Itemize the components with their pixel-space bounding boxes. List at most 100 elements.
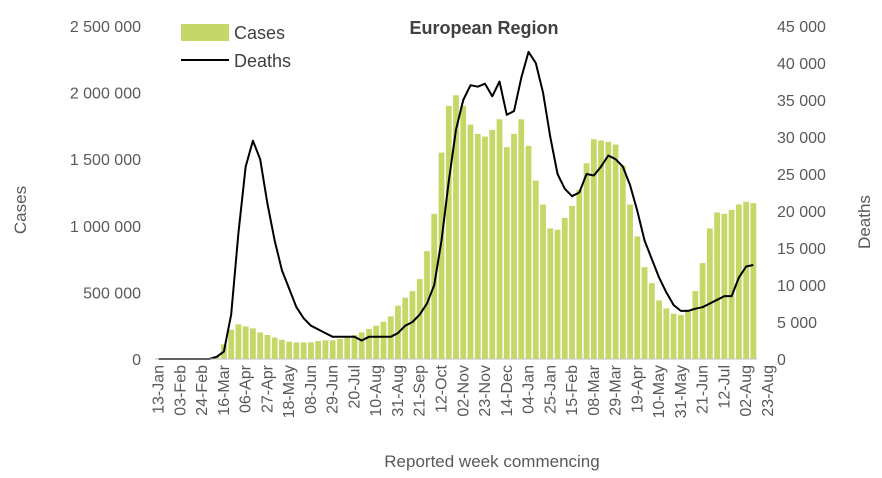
right-tick-label: 0 <box>777 352 786 369</box>
cases-bar <box>250 328 256 359</box>
cases-bar <box>619 165 626 359</box>
right-tick-label: 45 000 <box>777 19 826 36</box>
cases-bar <box>322 340 329 359</box>
cases-bar <box>721 213 728 359</box>
cases-bar <box>714 212 721 359</box>
cases-bar <box>467 124 474 359</box>
cases-bar <box>677 315 684 359</box>
cases-bar <box>583 163 590 359</box>
cases-bar <box>329 340 336 359</box>
x-tick-label: 03-Feb <box>172 365 189 416</box>
cases-bar <box>554 229 561 359</box>
y-axis-title-right: Deaths <box>855 195 874 249</box>
x-tick-label: 12-Oct <box>433 364 450 413</box>
left-axis-ticks: 0 500 000 1 000 000 1 500 000 2 000 000 2 500… <box>70 19 141 369</box>
cases-bar <box>532 180 539 359</box>
x-tick-label: 12-Jul <box>716 365 733 409</box>
cases-bar <box>257 332 264 359</box>
cases-bar <box>416 279 423 359</box>
cases-bar <box>351 335 358 359</box>
cases-bar <box>612 144 619 359</box>
x-tick-label: 20-Jul <box>346 365 363 409</box>
cases-bar <box>525 145 532 359</box>
cases-bar <box>271 337 278 359</box>
x-tick-label: 19-Apr <box>629 364 646 413</box>
cases-bar <box>453 95 459 359</box>
legend: Cases Deaths <box>181 23 291 71</box>
cases-bar <box>634 236 641 359</box>
cases-bar <box>699 263 706 359</box>
cases-bar <box>482 136 488 359</box>
x-tick-label: 31-Aug <box>390 365 407 417</box>
cases-bar <box>750 203 757 359</box>
cases-bar <box>685 309 691 359</box>
cases-bars <box>206 95 757 360</box>
right-axis-ticks: 0 5 000 10 000 15 000 20 000 25 000 30 000 35 0… <box>777 19 826 369</box>
x-tick-label: 29-Mar <box>608 364 625 415</box>
cases-bar <box>496 119 503 360</box>
cases-bar <box>438 152 445 359</box>
cases-bar <box>373 325 380 359</box>
left-tick-label: 0 <box>132 352 141 369</box>
x-tick-label: 27-Apr <box>259 364 276 413</box>
cases-bar <box>402 297 409 359</box>
cases-bar <box>692 291 699 359</box>
right-tick-label: 30 000 <box>777 130 826 147</box>
cases-bar <box>540 204 546 359</box>
x-tick-label: 23-Nov <box>477 365 494 417</box>
left-tick-label: 2 000 000 <box>70 86 141 103</box>
x-tick-label: 25-Jan <box>542 365 559 414</box>
cases-bar <box>460 105 467 359</box>
x-axis-title: Reported week commencing <box>384 452 599 471</box>
right-tick-label: 5 000 <box>777 315 817 332</box>
cases-bar <box>641 267 648 359</box>
cases-bar <box>706 228 713 359</box>
cases-bar <box>656 300 662 359</box>
right-tick-label: 25 000 <box>777 167 826 184</box>
cases-bar <box>489 129 496 359</box>
right-tick-label: 10 000 <box>777 278 826 295</box>
cases-bar <box>605 141 612 359</box>
cases-bar <box>547 228 554 359</box>
cases-bar <box>735 204 742 359</box>
cases-bar <box>445 105 452 359</box>
right-tick-label: 20 000 <box>777 204 826 221</box>
x-tick-label: 02-Aug <box>738 365 755 417</box>
x-tick-label: 10-May <box>651 365 668 418</box>
x-tick-label: 04-Jan <box>521 365 538 414</box>
cases-bar <box>300 342 307 359</box>
deaths-line <box>158 50 754 360</box>
x-tick-label: 15-Feb <box>564 365 581 416</box>
x-tick-label: 21-Jun <box>695 365 712 414</box>
cases-bar <box>518 119 525 360</box>
cases-bar <box>743 201 750 359</box>
x-tick-label: 06-Apr <box>238 364 255 413</box>
cases-bar <box>344 337 351 359</box>
left-tick-label: 1 000 000 <box>70 219 141 236</box>
x-tick-label: 18-May <box>281 365 298 418</box>
x-tick-label: 14-Dec <box>499 365 516 417</box>
x-tick-label: 23-Aug <box>760 365 777 417</box>
cases-bar <box>279 339 285 359</box>
cases-bar <box>228 329 235 359</box>
right-tick-label: 15 000 <box>777 241 826 258</box>
x-tick-label: 10-Aug <box>368 365 385 417</box>
cases-bar <box>242 326 249 359</box>
cases-bar <box>648 283 655 359</box>
x-tick-label: 31-May <box>673 365 690 418</box>
x-tick-label: 16-Mar <box>216 364 233 415</box>
cases-bar <box>308 342 314 359</box>
cases-bar <box>264 335 271 359</box>
cases-bar <box>474 133 481 359</box>
cases-bar <box>358 332 365 359</box>
legend-label-cases: Cases <box>234 23 285 43</box>
cases-bar <box>366 329 372 359</box>
cases-bar <box>728 209 735 359</box>
cases-bar <box>235 324 242 359</box>
x-tick-label: 08-Jun <box>303 365 320 414</box>
cases-bar <box>590 139 597 359</box>
left-tick-label: 1 500 000 <box>70 152 141 169</box>
legend-label-deaths: Deaths <box>234 51 291 71</box>
cases-bar <box>409 291 416 359</box>
